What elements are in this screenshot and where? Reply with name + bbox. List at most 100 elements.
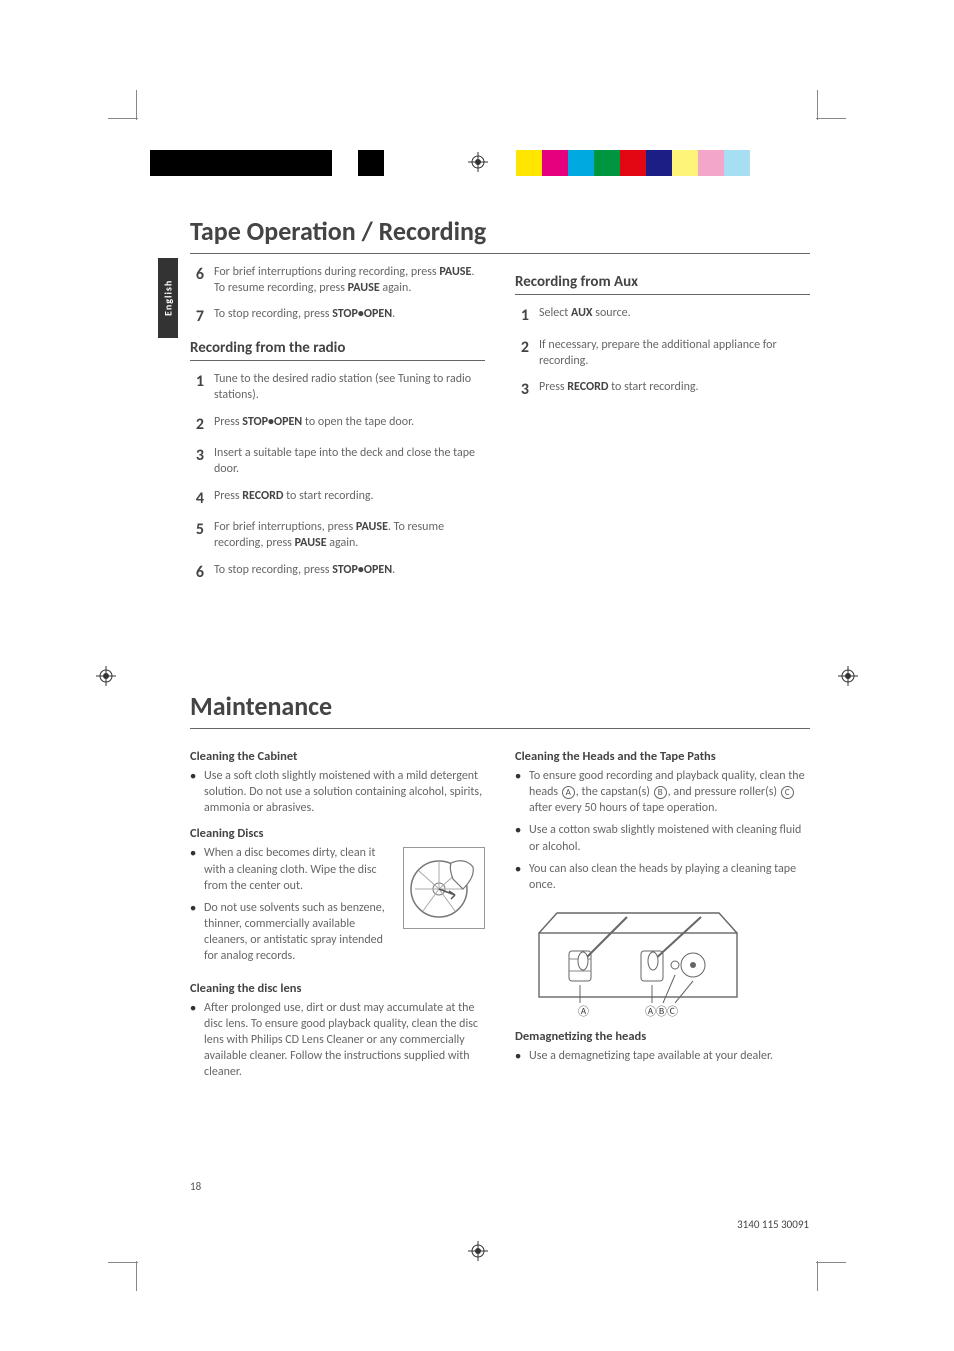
crop-mark xyxy=(817,1261,818,1291)
color-swatch xyxy=(332,150,358,176)
title-rule xyxy=(190,253,810,254)
registration-target-icon xyxy=(838,666,858,686)
column-left: 6 For brief interruptions during recordin… xyxy=(190,264,485,593)
tape-heads-illustration: ⒶⒶⒷⒸ xyxy=(533,899,743,1019)
circled-letter: C xyxy=(781,786,794,799)
color-swatch xyxy=(672,150,698,176)
disc-wipe-illustration xyxy=(403,847,485,929)
bullet-icon: ● xyxy=(515,861,521,893)
registration-target-icon xyxy=(96,666,116,686)
step-number: 4 xyxy=(190,488,204,510)
numbered-step: 2 If necessary, prepare the additional ap… xyxy=(515,337,810,369)
color-swatch xyxy=(280,150,306,176)
circled-letter: A xyxy=(562,786,575,799)
bullet-item: ●After prolonged use, dirt or dust may a… xyxy=(190,1000,485,1081)
step-number: 2 xyxy=(190,414,204,436)
color-swatch xyxy=(542,150,568,176)
keyword: PAUSE xyxy=(439,265,471,279)
maintenance-subhead: Demagnetizing the heads xyxy=(515,1029,810,1046)
document-code: 3140 115 30091 xyxy=(737,1218,809,1231)
step-number: 2 xyxy=(515,337,529,369)
step-number: 1 xyxy=(515,305,529,327)
color-swatch xyxy=(698,150,724,176)
numbered-step: 3Insert a suitable tape into the deck an… xyxy=(190,445,485,477)
bullet-icon: ● xyxy=(515,1048,521,1064)
keyword: RECORD xyxy=(242,489,283,503)
color-swatch xyxy=(306,150,332,176)
bullet-icon: ● xyxy=(515,822,521,854)
column-right: Cleaning the Heads and the Tape Paths●To… xyxy=(515,739,810,1086)
colorbar-right xyxy=(516,150,750,176)
section-tape-operation: Tape Operation / Recording 6 For brief in… xyxy=(190,215,810,593)
language-tab: English xyxy=(158,258,178,338)
bullet-icon: ● xyxy=(190,845,196,894)
crop-mark xyxy=(817,90,818,120)
crop-mark xyxy=(816,1262,846,1263)
step-number: 6 xyxy=(190,562,204,584)
bullet-text: You can also clean the heads by playing … xyxy=(529,861,810,893)
keyword: PAUSE xyxy=(356,520,388,534)
bullet-icon: ● xyxy=(515,768,521,817)
color-swatch xyxy=(620,150,646,176)
crop-mark xyxy=(136,90,137,120)
subsection-heading: Recording from Aux xyxy=(515,272,810,295)
step-number: 5 xyxy=(190,519,204,551)
color-swatch xyxy=(228,150,254,176)
maintenance-subhead: Cleaning Discs xyxy=(190,826,485,843)
step-text: To stop recording, press STOP•OPEN. xyxy=(214,562,485,584)
bullet-item: ● Use a demagnetizing tape available at y… xyxy=(515,1048,810,1064)
color-swatch xyxy=(568,150,594,176)
bullet-text: Use a cotton swab slightly moistened wit… xyxy=(529,822,810,854)
step-text: Insert a suitable tape into the deck and… xyxy=(214,445,485,477)
step-text: If necessary, prepare the additional app… xyxy=(539,337,810,369)
numbered-step: 7 To stop recording, press STOP•OPEN. xyxy=(190,306,485,328)
numbered-step: 4Press RECORD to start recording. xyxy=(190,488,485,510)
svg-text:ⒶⒷⒸ: ⒶⒷⒸ xyxy=(645,1005,678,1018)
bullet-text: Use a demagnetizing tape available at yo… xyxy=(529,1048,810,1064)
numbered-step: 3 Press RECORD to start recording. xyxy=(515,379,810,401)
color-swatch xyxy=(646,150,672,176)
maintenance-subhead: Cleaning the Heads and the Tape Paths xyxy=(515,749,810,766)
bullet-text: To ensure good recording and playback qu… xyxy=(529,768,810,817)
step-text: For brief interruptions during recording… xyxy=(214,264,485,296)
step-number: 3 xyxy=(515,379,529,401)
keyword: STOP•OPEN xyxy=(332,307,392,321)
color-swatch xyxy=(516,150,542,176)
bullet-item: ●Do not use solvents such as benzene, th… xyxy=(190,900,395,965)
numbered-step: 6 For brief interruptions during recordin… xyxy=(190,264,485,296)
step-number: 7 xyxy=(190,306,204,328)
bullet-text: Use a soft cloth slightly moistened with… xyxy=(204,768,485,817)
step-text: To stop recording, press STOP•OPEN. xyxy=(214,306,485,328)
color-swatch xyxy=(202,150,228,176)
crop-mark xyxy=(136,1261,137,1291)
step-number: 6 xyxy=(190,264,204,296)
step-number: 1 xyxy=(190,371,204,403)
registration-target-icon xyxy=(468,1241,488,1261)
colorbar-left xyxy=(150,150,384,176)
color-swatch xyxy=(724,150,750,176)
section-title: Tape Operation / Recording xyxy=(190,215,810,247)
keyword: RECORD xyxy=(567,380,608,394)
color-swatch xyxy=(594,150,620,176)
maintenance-subhead: Cleaning the Cabinet xyxy=(190,749,485,766)
title-rule xyxy=(190,728,810,729)
bullet-icon: ● xyxy=(190,768,196,817)
step-text: For brief interruptions, press PAUSE. To… xyxy=(214,519,485,551)
keyword: PAUSE xyxy=(295,536,327,550)
column-left: Cleaning the Cabinet●Use a soft cloth sl… xyxy=(190,739,485,1086)
crop-mark xyxy=(108,1262,138,1263)
bullet-item: ●To ensure good recording and playback q… xyxy=(515,768,810,817)
keyword: AUX xyxy=(571,306,593,320)
subsection-heading: Recording from the radio xyxy=(190,338,485,361)
step-text: Tune to the desired radio station (see T… xyxy=(214,371,485,403)
color-swatch xyxy=(150,150,176,176)
crop-mark xyxy=(108,118,138,119)
registration-target-icon xyxy=(468,152,488,172)
numbered-step: 1 Tune to the desired radio station (see … xyxy=(190,371,485,403)
numbered-step: 2Press STOP•OPEN to open the tape door. xyxy=(190,414,485,436)
bullet-icon: ● xyxy=(190,1000,196,1081)
section-maintenance: Maintenance Cleaning the Cabinet●Use a s… xyxy=(190,690,810,1086)
bullet-item: ●Use a cotton swab slightly moistened wi… xyxy=(515,822,810,854)
step-text: Press RECORD to start recording. xyxy=(539,379,810,401)
keyword: STOP•OPEN xyxy=(242,415,302,429)
